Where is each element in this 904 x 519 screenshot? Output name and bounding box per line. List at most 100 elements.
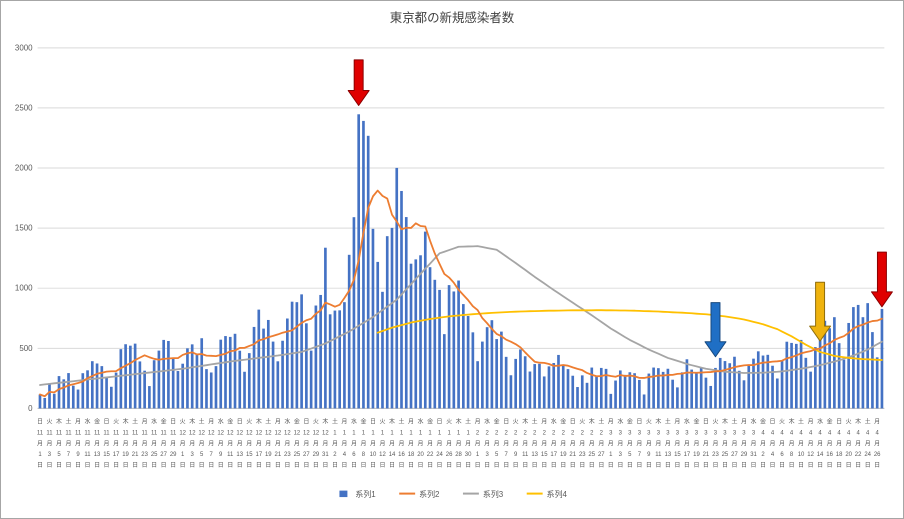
bar xyxy=(419,255,422,409)
legend-marker-系列2 xyxy=(399,492,416,495)
x-axis-label: 水 11 月 25 日 xyxy=(151,417,158,469)
bar xyxy=(871,332,874,409)
series3-line xyxy=(39,245,883,386)
bar xyxy=(186,348,189,409)
bar xyxy=(604,368,608,409)
bar xyxy=(500,331,503,409)
x-axis-label: 水 12 月 9 日 xyxy=(217,417,224,469)
bar xyxy=(514,358,517,409)
bar xyxy=(752,358,755,409)
bar xyxy=(381,291,384,409)
bar xyxy=(214,366,218,409)
x-axis-label: 木 11 月 5 日 xyxy=(56,417,63,469)
x-axis-label: 水 3 月 17 日 xyxy=(684,417,691,469)
x-axis-label: 金 2 月 19 日 xyxy=(560,417,567,469)
x-axis-label: 日 2 月 21 日 xyxy=(569,418,576,469)
bar xyxy=(566,369,570,409)
bar xyxy=(628,372,632,409)
bar xyxy=(685,359,689,409)
x-axis-label: 木 12 月 17 日 xyxy=(256,417,263,469)
bar xyxy=(266,319,270,409)
bar xyxy=(52,393,56,409)
bar xyxy=(799,339,803,409)
bar xyxy=(761,355,765,409)
x-axis-label: 土 1 月 16 日 xyxy=(398,417,405,469)
x-axis-label: 月 3 月 15 日 xyxy=(674,418,681,469)
bar xyxy=(737,370,741,409)
bar xyxy=(519,349,522,409)
bar xyxy=(224,336,227,409)
bar xyxy=(462,304,465,409)
bar xyxy=(599,367,603,409)
bar xyxy=(495,339,498,409)
bar xyxy=(766,354,770,409)
x-axis-label: 月 12 月 7 日 xyxy=(208,418,215,469)
bar xyxy=(133,343,137,409)
y-axis-label: 3000 xyxy=(15,43,33,52)
x-axis-label: 日 11 月 1 日 xyxy=(37,418,44,469)
x-axis-label: 土 1 月 30 日 xyxy=(465,417,472,469)
x-axis-label: 木 2 月 11 日 xyxy=(522,417,529,469)
bar xyxy=(200,338,204,409)
bar xyxy=(414,259,418,409)
bar xyxy=(804,357,808,409)
x-axis-label: 木 3 月 11 日 xyxy=(655,417,662,469)
x-axis-label: 土 3 月 13 日 xyxy=(665,417,672,469)
bar xyxy=(48,383,51,409)
y-axis-label: 1500 xyxy=(15,224,33,233)
bar xyxy=(538,363,541,409)
x-axis-label: 水 3 月 31 日 xyxy=(750,417,757,469)
bar xyxy=(238,350,242,409)
bar xyxy=(129,345,132,409)
x-axis-label: 月 4 月 26 日 xyxy=(874,418,881,469)
bar xyxy=(362,120,365,409)
bar xyxy=(324,247,327,409)
bar xyxy=(252,326,256,409)
bar xyxy=(633,373,636,409)
bar xyxy=(490,320,494,409)
bar xyxy=(718,357,722,409)
bar xyxy=(756,351,760,409)
bar xyxy=(561,365,565,409)
bar xyxy=(371,228,375,409)
bar xyxy=(666,368,670,409)
bar xyxy=(395,167,399,409)
bar xyxy=(571,375,575,409)
bar xyxy=(790,342,793,409)
x-axis-label: 土 12 月 19 日 xyxy=(265,417,272,469)
bar xyxy=(847,322,850,409)
bar xyxy=(57,376,61,409)
bar xyxy=(466,315,470,409)
bar xyxy=(281,340,284,409)
bar xyxy=(314,305,318,409)
bar xyxy=(614,380,617,409)
x-axis-label: 日 3 月 21 日 xyxy=(703,418,710,469)
bar xyxy=(148,386,151,409)
x-axis-label: 金 12 月 25 日 xyxy=(294,417,301,469)
bar xyxy=(152,360,156,409)
bar xyxy=(557,354,560,409)
legend-marker-系列1 xyxy=(339,490,348,498)
y-axis-label: 1000 xyxy=(15,284,33,293)
bar xyxy=(580,375,584,409)
x-axis-label: 月 4 月 12 日 xyxy=(807,418,814,469)
bar xyxy=(728,363,732,409)
bar xyxy=(328,314,332,409)
bar xyxy=(195,354,199,409)
x-axis-label: 火 12 月 15 日 xyxy=(246,418,253,469)
bar xyxy=(671,379,674,409)
bar xyxy=(67,373,70,409)
bar xyxy=(404,217,408,409)
bar xyxy=(124,344,127,409)
bar xyxy=(880,308,884,409)
x-axis-label: 水 12 月 23 日 xyxy=(284,417,291,469)
bar xyxy=(295,302,299,409)
bar xyxy=(861,317,865,409)
x-axis-label: 金 4 月 16 日 xyxy=(826,417,833,469)
x-axis-label: 土 4 月 24 日 xyxy=(864,417,871,469)
bar xyxy=(690,369,693,409)
